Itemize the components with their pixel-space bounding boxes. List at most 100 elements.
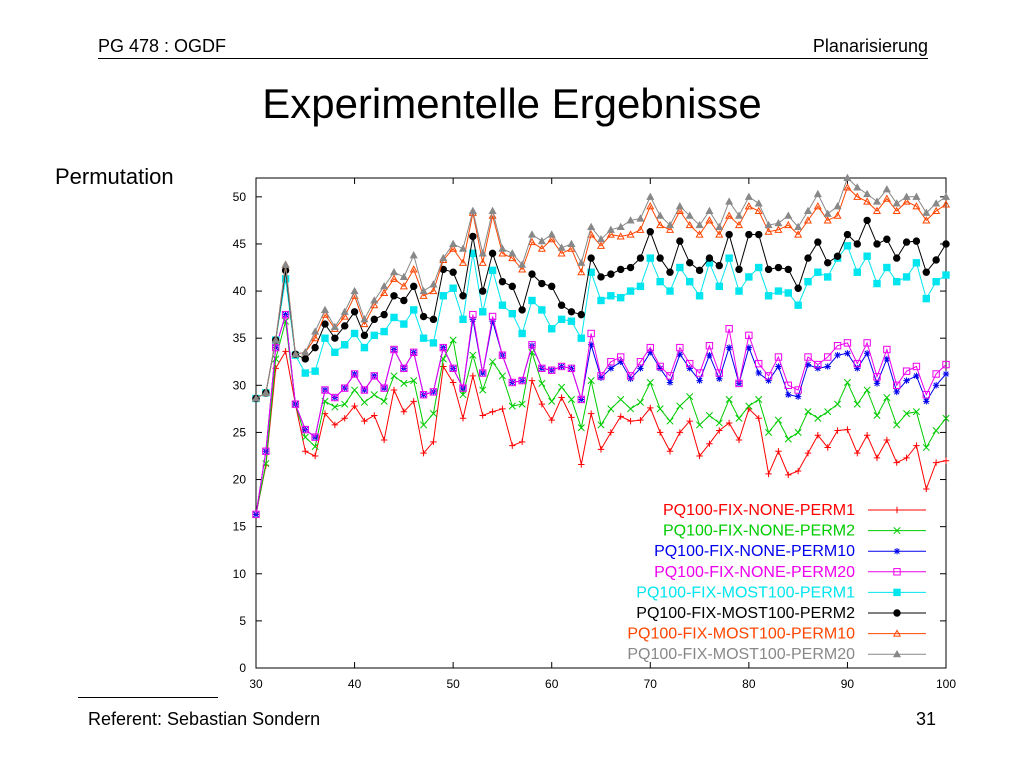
data-point: [932, 382, 940, 389]
data-point: [607, 365, 615, 372]
data-point: [351, 402, 358, 410]
legend-label: PQ100-FIX-MOST100-PERM2: [636, 605, 855, 622]
data-point: [331, 393, 339, 402]
data-point: [853, 268, 861, 276]
data-point: [912, 237, 921, 245]
data-point: [893, 254, 901, 262]
data-point: [370, 300, 379, 309]
data-point: [527, 230, 537, 238]
data-point: [607, 358, 615, 366]
data-point: [311, 333, 320, 342]
data-point: [558, 383, 566, 391]
data-point: [479, 386, 487, 394]
data-point: [419, 291, 428, 299]
data-point: [489, 318, 496, 325]
data-point: [449, 244, 458, 252]
data-point: [902, 192, 911, 200]
data-point: [537, 244, 546, 252]
data-point: [597, 421, 605, 429]
data-point: [883, 355, 891, 363]
data-point: [863, 189, 872, 198]
data-point: [932, 277, 940, 286]
data-point: [547, 230, 556, 238]
data-point: [686, 259, 694, 267]
legend-marker: [893, 588, 901, 597]
data-point: [360, 386, 369, 394]
data-point: [735, 414, 743, 422]
data-point: [488, 266, 497, 275]
header-topic-label: Planarisierung: [812, 36, 928, 56]
data-point: [478, 258, 487, 266]
data-point: [705, 206, 714, 215]
data-point: [922, 268, 930, 276]
data-point: [390, 292, 398, 300]
data-point: [646, 192, 655, 200]
data-point: [824, 353, 832, 361]
data-point: [843, 242, 852, 250]
data-point: [784, 435, 792, 443]
data-point: [725, 197, 734, 205]
data-point: [705, 254, 714, 262]
data-point: [804, 353, 812, 361]
data-point: [754, 199, 763, 207]
series-3: [252, 311, 950, 518]
data-point: [715, 230, 724, 238]
data-point: [390, 372, 398, 380]
data-point: [882, 194, 891, 202]
data-point: [617, 413, 624, 420]
data-point: [399, 272, 408, 281]
data-point: [587, 377, 595, 385]
data-point: [301, 369, 309, 377]
data-point: [597, 374, 605, 381]
data-point: [843, 339, 852, 347]
data-point: [725, 254, 733, 262]
data-point: [705, 411, 713, 420]
data-point: [794, 467, 802, 475]
data-point: [557, 362, 566, 371]
data-point: [419, 312, 428, 321]
data-point: [725, 419, 733, 427]
data-point: [488, 249, 497, 258]
data-point: [764, 372, 773, 380]
data-point: [676, 237, 684, 245]
data-point: [764, 265, 773, 274]
data-point: [458, 258, 468, 266]
data-point: [262, 447, 270, 455]
data-point: [774, 263, 783, 272]
data-point: [538, 364, 546, 373]
data-point: [863, 432, 871, 439]
header-rule: [98, 58, 928, 59]
data-point: [360, 398, 368, 406]
data-point: [587, 254, 595, 262]
data-point: [794, 428, 802, 436]
data-point: [893, 421, 901, 429]
data-point: [902, 238, 911, 246]
data-point: [311, 343, 319, 352]
data-point: [853, 240, 861, 248]
data-point: [695, 292, 704, 300]
series-line: [255, 186, 947, 399]
y-tick-label: 0: [239, 661, 246, 675]
data-point: [557, 315, 566, 324]
data-point: [834, 351, 841, 359]
data-point: [459, 292, 467, 300]
data-point: [429, 339, 438, 347]
data-point: [735, 379, 743, 388]
data-point: [833, 342, 842, 350]
data-point: [587, 341, 595, 348]
data-point: [873, 411, 881, 420]
data-point: [824, 259, 832, 267]
data-point: [272, 343, 280, 352]
data-point: [341, 384, 349, 392]
data-point: [913, 372, 920, 380]
data-point: [528, 377, 536, 384]
data-point: [922, 208, 931, 216]
series-2: [252, 317, 950, 518]
data-point: [548, 325, 556, 333]
data-point: [469, 351, 477, 359]
data-point: [252, 511, 260, 518]
data-point: [676, 351, 684, 358]
data-point: [646, 202, 655, 210]
data-point: [459, 384, 467, 392]
data-point: [567, 395, 575, 403]
